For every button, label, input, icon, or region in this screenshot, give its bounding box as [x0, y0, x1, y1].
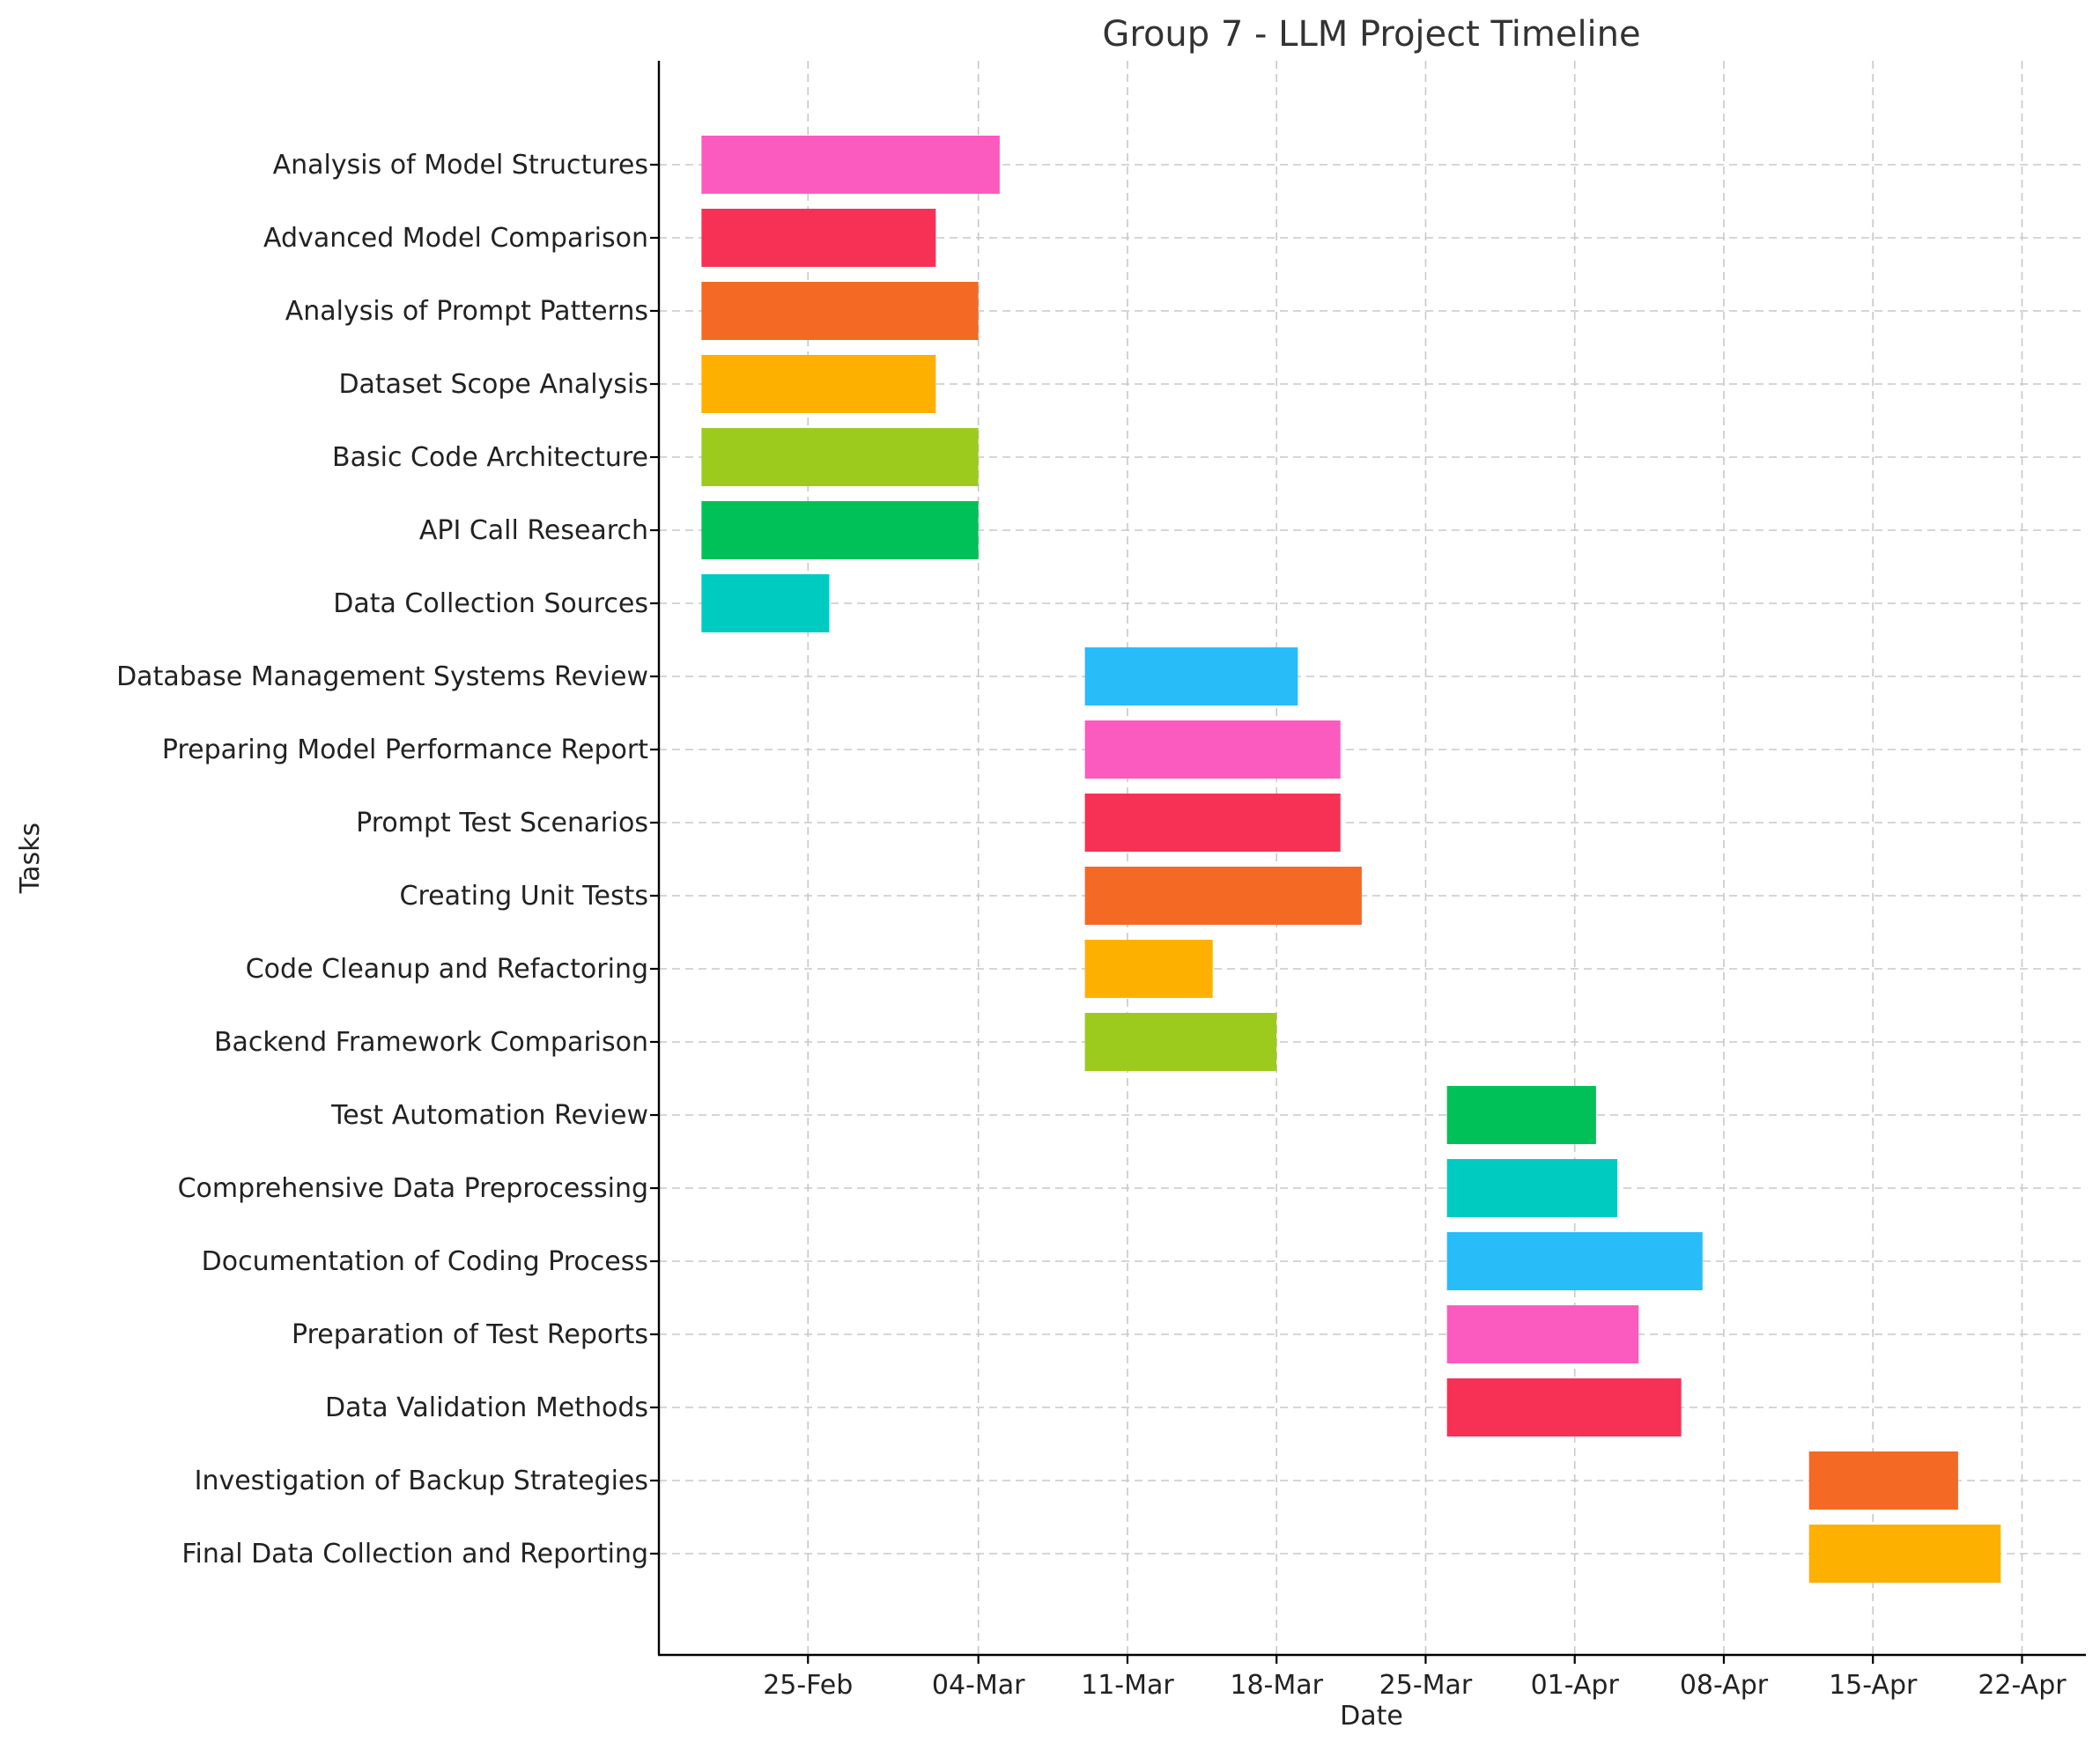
y-tick-label: Code Cleanup and Refactoring: [246, 954, 648, 985]
task-bar: [1446, 1305, 1639, 1363]
x-tick-label: 01-Apr: [1531, 1670, 1620, 1701]
y-tick-label: Data Collection Sources: [333, 588, 648, 619]
y-tick-label: Data Validation Methods: [325, 1392, 648, 1423]
y-tick-label: Basic Code Architecture: [332, 442, 648, 473]
task-bar: [1446, 1159, 1618, 1217]
x-tick-label: 08-Apr: [1680, 1670, 1769, 1701]
x-axis-label: Date: [1340, 1701, 1403, 1732]
task-bar: [701, 355, 936, 413]
task-bar: [1084, 720, 1341, 779]
task-bar: [1808, 1451, 1958, 1510]
y-tick-label: Prompt Test Scenarios: [356, 808, 648, 838]
task-bar: [701, 428, 979, 486]
x-axis-ticks: 25-Feb 04-Mar 11-Mar 18-Mar 25-Mar 01-Apr 08-A…: [763, 1655, 2067, 1701]
task-bar: [1446, 1232, 1703, 1290]
x-tick-label: 04-Mar: [932, 1670, 1025, 1701]
task-bar: [1084, 867, 1362, 925]
y-tick-label: Comprehensive Data Preprocessing: [178, 1173, 648, 1204]
x-tick-label: 22-Apr: [1978, 1670, 2067, 1701]
task-bar: [1084, 794, 1341, 852]
y-tick-label: Dataset Scope Analysis: [338, 369, 648, 400]
y-tick-label: Backend Framework Comparison: [214, 1027, 648, 1058]
task-bar: [1808, 1525, 2001, 1583]
y-tick-label: Test Automation Review: [330, 1100, 648, 1131]
task-bar: [1084, 647, 1298, 705]
chart-title: Group 7 - LLM Project Timeline: [1102, 14, 1640, 55]
x-tick-label: 18-Mar: [1230, 1670, 1323, 1701]
y-tick-label: Database Management Systems Review: [116, 661, 648, 692]
y-tick-label: Preparation of Test Reports: [292, 1319, 648, 1350]
x-gridlines: [807, 61, 2023, 1655]
y-tick-label: Creating Unit Tests: [400, 881, 648, 912]
task-bar: [701, 282, 979, 340]
y-axis-ticks: Analysis of Model Structures Advanced Mod…: [116, 150, 659, 1569]
x-tick-label: 11-Mar: [1081, 1670, 1174, 1701]
y-tick-label: Investigation of Backup Strategies: [195, 1466, 648, 1496]
task-bar: [1084, 940, 1213, 998]
y-axis-label: Tasks: [15, 823, 46, 894]
task-bar: [701, 501, 979, 559]
task-bar: [1446, 1378, 1682, 1436]
x-tick-label: 25-Feb: [763, 1670, 853, 1701]
y-tick-label: Final Data Collection and Reporting: [181, 1539, 648, 1569]
y-tick-label: Analysis of Model Structures: [273, 150, 648, 181]
y-tick-label: Analysis of Prompt Patterns: [285, 296, 648, 327]
x-tick-label: 25-Mar: [1379, 1670, 1473, 1701]
task-bar: [701, 574, 830, 632]
y-tick-label: Preparing Model Performance Report: [162, 735, 648, 765]
x-tick-label: 15-Apr: [1829, 1670, 1918, 1701]
y-tick-label: Advanced Model Comparison: [263, 223, 648, 254]
task-bar: [1084, 1013, 1277, 1071]
task-bar: [1446, 1086, 1596, 1144]
task-bar: [701, 136, 1000, 194]
task-bar: [701, 209, 936, 267]
y-tick-label: Documentation of Coding Process: [202, 1246, 648, 1277]
y-tick-label: API Call Research: [419, 515, 648, 546]
task-bars: [701, 136, 2001, 1583]
